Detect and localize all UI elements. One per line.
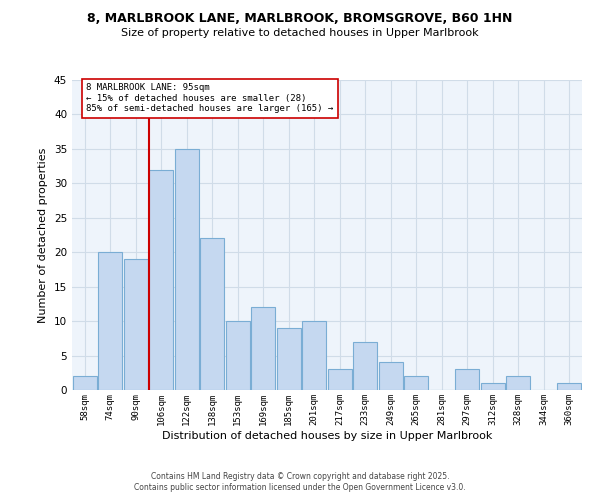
Bar (481, 383, 505, 390)
Bar (226, 321, 250, 390)
Bar (328, 370, 352, 390)
X-axis label: Distribution of detached houses by size in Upper Marlbrook: Distribution of detached houses by size … (162, 430, 492, 440)
Bar (98, 252, 122, 390)
Bar (302, 321, 326, 390)
Bar (506, 376, 530, 390)
Text: 8, MARLBROOK LANE, MARLBROOK, BROMSGROVE, B60 1HN: 8, MARLBROOK LANE, MARLBROOK, BROMSGROVE… (88, 12, 512, 26)
Bar (124, 259, 148, 390)
Bar (353, 342, 377, 390)
Bar (200, 238, 224, 390)
Text: Contains HM Land Registry data © Crown copyright and database right 2025.
Contai: Contains HM Land Registry data © Crown c… (134, 472, 466, 492)
Text: 8 MARLBROOK LANE: 95sqm
← 15% of detached houses are smaller (28)
85% of semi-de: 8 MARLBROOK LANE: 95sqm ← 15% of detache… (86, 84, 333, 113)
Bar (455, 370, 479, 390)
Bar (379, 362, 403, 390)
Bar (149, 170, 173, 390)
Bar (251, 308, 275, 390)
Bar (73, 376, 97, 390)
Bar (277, 328, 301, 390)
Bar (175, 149, 199, 390)
Bar (557, 383, 581, 390)
Bar (404, 376, 428, 390)
Y-axis label: Number of detached properties: Number of detached properties (38, 148, 49, 322)
Text: Size of property relative to detached houses in Upper Marlbrook: Size of property relative to detached ho… (121, 28, 479, 38)
